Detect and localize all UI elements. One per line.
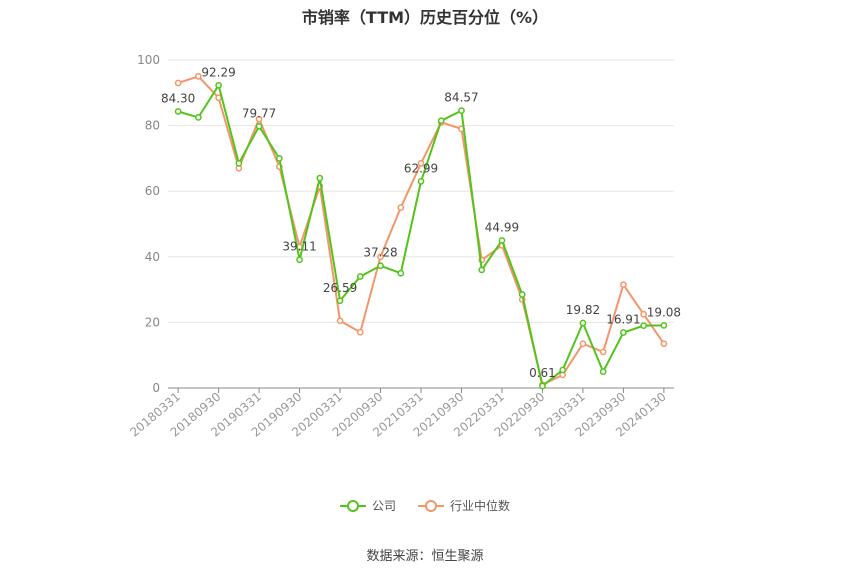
data-label: 19.08 [647,305,681,319]
data-label: 16.91 [606,313,640,327]
data-label: 44.99 [485,220,519,234]
data-point-company [296,256,303,264]
data-label: 92.29 [201,65,235,79]
series-line-industry-median [177,75,665,386]
data-point-company [235,159,243,167]
data-point-company [174,108,182,115]
y-tick-label: 40 [145,250,160,264]
data-point-company [458,107,465,114]
data-point-company [620,329,627,336]
data-point-company [437,117,445,125]
data-point-industry-median [336,317,344,325]
data-point-company [255,123,263,130]
data-label: 37.28 [363,246,397,260]
y-tick-label: 80 [145,119,160,133]
data-point-industry-median [660,340,668,348]
legend-label-industry-median: 行业中位数 [450,499,511,513]
data-point-company [640,322,647,330]
data-label: 0.61 [529,366,556,380]
data-point-company [539,382,546,390]
data-point-industry-median [377,253,384,261]
data-label: 84.57 [444,91,478,105]
data-point-industry-median [174,79,182,87]
data-label: 79.77 [242,106,276,120]
data-label: 62.99 [404,161,438,175]
y-tick-label: 20 [145,315,160,329]
data-point-industry-median [417,159,425,167]
legend-item-company[interactable]: 公司 [339,497,396,514]
data-point-company [195,114,202,121]
data-point-company [498,237,506,244]
data-point-company [417,178,425,185]
legend-swatch-company [339,499,366,513]
chart-title: 市销率（TTM）历史百分位（%） [301,8,549,27]
data-point-company [356,273,364,280]
chart-legend: 公司 行业中位数 [0,497,850,514]
data-point-industry-median [620,281,627,289]
data-point-industry-median [195,73,202,80]
data-point-industry-median [640,310,647,318]
data-point-company [599,368,607,375]
data-point-company [579,319,587,327]
legend-swatch-industry-median [418,499,444,513]
data-label: 39.11 [282,240,316,254]
data-point-company [336,297,344,305]
data-point-industry-median [356,328,364,336]
data-point-company [478,266,486,274]
data-point-industry-median [599,348,607,356]
data-point-company [397,269,405,277]
data-point-company [215,81,222,89]
y-tick-label: 0 [152,381,160,395]
y-tick-label: 60 [145,184,160,198]
data-point-industry-median [397,204,405,211]
data-point-industry-median [579,340,587,348]
legend-label-company: 公司 [371,499,396,513]
data-label: 26.59 [323,281,357,295]
data-point-company [377,262,384,270]
y-tick-label: 100 [137,53,160,67]
data-point-company [660,322,668,329]
data-label: 84.30 [161,91,195,105]
legend-item-industry-median[interactable]: 行业中位数 [418,497,510,514]
data-point-company [559,366,567,374]
data-point-industry-median [255,115,263,123]
data-point-company [316,174,324,182]
data-label: 19.82 [566,303,600,317]
data-point-company [518,291,526,298]
data-point-company [275,155,283,162]
series-line-company [177,84,664,387]
data-source: 数据来源：恒生聚源 [366,549,484,564]
